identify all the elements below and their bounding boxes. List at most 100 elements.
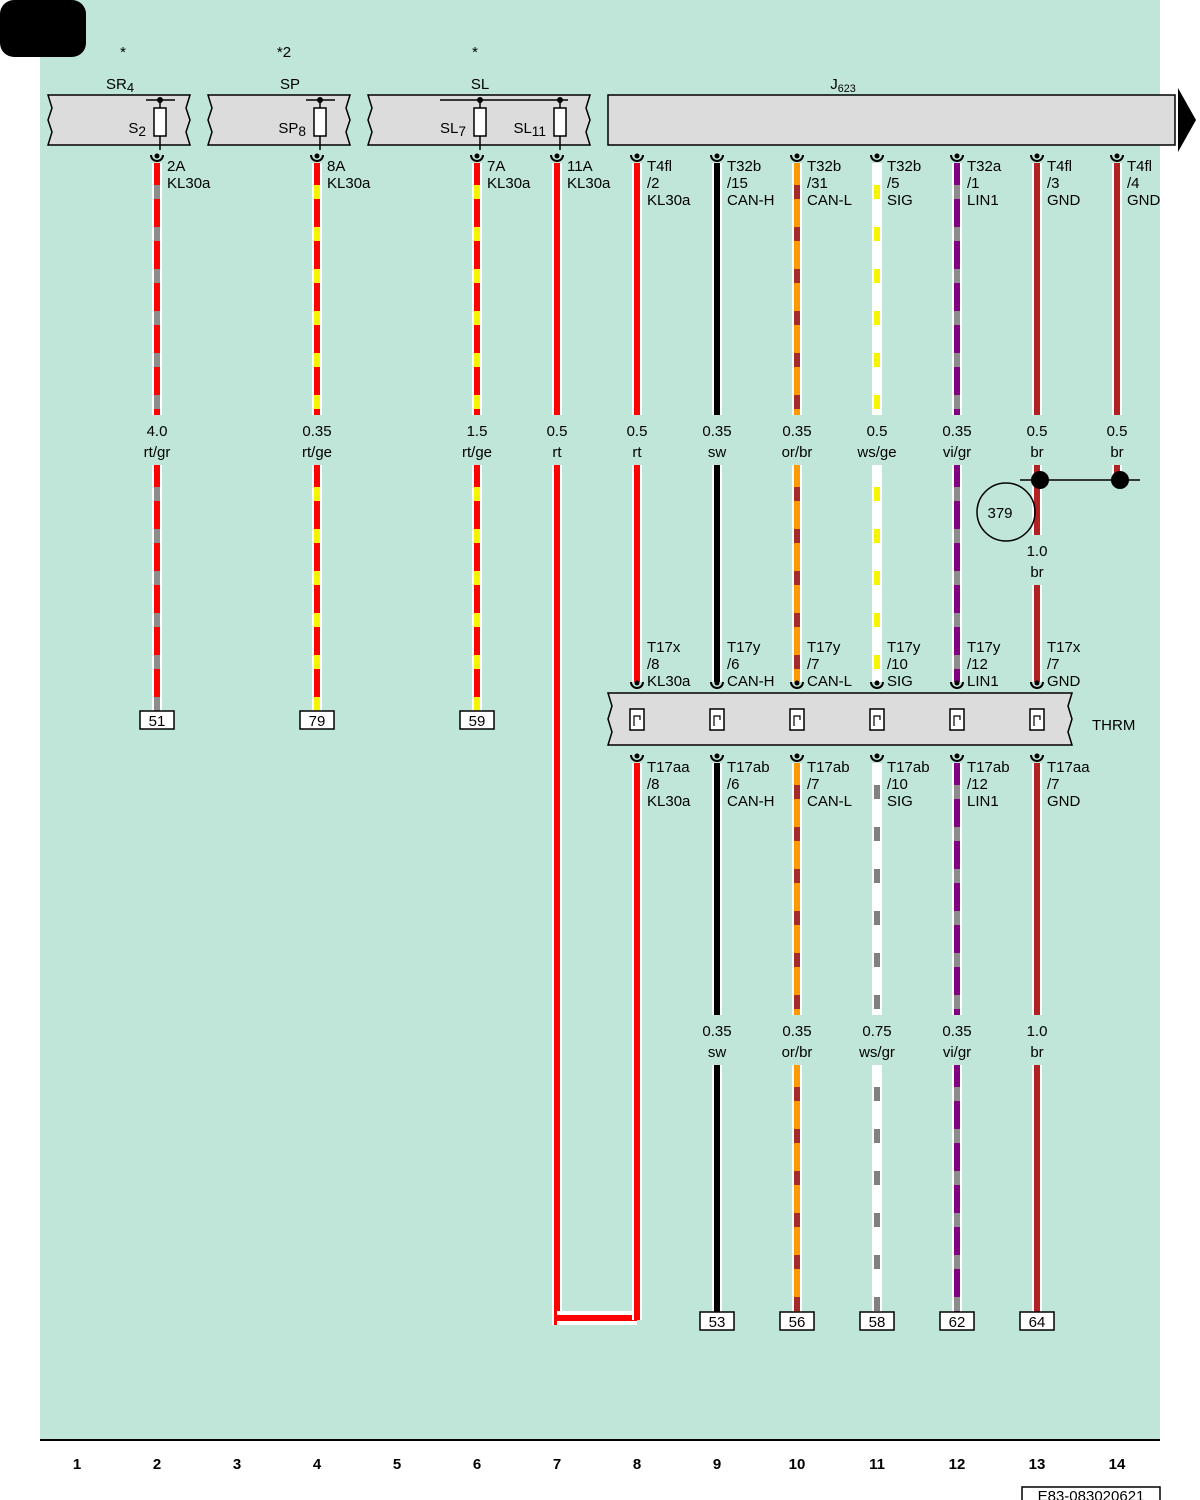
fuse <box>153 107 167 137</box>
fuse-label-name: SL <box>440 120 458 137</box>
connector-pin-mark <box>633 715 641 726</box>
pin-dot <box>954 153 960 159</box>
pin-label: T32b <box>807 158 841 175</box>
wire-color: rt/ge <box>302 444 332 461</box>
pin-contact <box>710 754 724 762</box>
pin-label: /6 <box>727 776 740 793</box>
wire-color: sw <box>708 444 727 461</box>
drawing-number: E83-083020621 <box>1038 1488 1145 1500</box>
connector-pin-mark <box>793 715 801 726</box>
wire-color: ws/gr <box>858 1044 895 1061</box>
splice-dot <box>1111 471 1129 489</box>
pin-contact <box>470 154 484 162</box>
wire-color: or/br <box>782 444 813 461</box>
column-number: 5 <box>393 1456 401 1473</box>
pin-dot <box>794 153 800 159</box>
component-note: * <box>472 44 478 61</box>
fuse-label-index: 8 <box>298 124 306 139</box>
connector-pin <box>949 708 965 731</box>
fuse-label: SL11 <box>513 120 546 139</box>
wire-size: 0.75 <box>862 1023 891 1040</box>
component-label: SP <box>280 76 300 93</box>
pin-label: /7 <box>807 656 820 673</box>
pin-label: /15 <box>727 175 748 192</box>
pin-label: CAN-L <box>807 673 852 690</box>
pin-label: T17aa <box>647 759 690 776</box>
connector-pin-mark <box>873 715 881 726</box>
pin-dot <box>794 680 800 686</box>
pin-label: /6 <box>727 656 740 673</box>
pin-label: T32b <box>727 158 761 175</box>
pin-label: 7A <box>487 158 505 175</box>
pin-label: GND <box>1047 673 1081 690</box>
wire-size: 4.0 <box>147 423 168 440</box>
wire-color: vi/gr <box>943 1044 971 1061</box>
wire-size: 0.35 <box>702 423 731 440</box>
pin-contact <box>870 681 884 689</box>
pin-dot <box>474 153 480 159</box>
component-box <box>46 94 192 146</box>
wire-color: rt <box>552 444 562 461</box>
fuse-label-index: 7 <box>458 124 466 139</box>
pin-dot <box>634 753 640 759</box>
column-number: 13 <box>1029 1456 1046 1473</box>
pin-label: CAN-L <box>807 192 852 209</box>
wire-color: br <box>1110 444 1123 461</box>
component-label-index: 623 <box>838 83 856 95</box>
component-label: SR4 <box>106 76 134 95</box>
ground-point-symbol <box>976 482 1036 542</box>
wire-size: 0.35 <box>942 1023 971 1040</box>
pin-label: /1 <box>967 175 980 192</box>
wire-color: rt/gr <box>144 444 171 461</box>
pin-label: T17ab <box>807 759 850 776</box>
pin-label: T17y <box>967 639 1001 656</box>
terminal-label: 51 <box>149 713 166 730</box>
connector-pin <box>1029 708 1045 731</box>
pin-dot <box>874 153 880 159</box>
terminal-box <box>779 1311 815 1331</box>
pin-dot <box>794 753 800 759</box>
wire-size: 0.5 <box>627 423 648 440</box>
ground-point-label: 379 <box>987 505 1012 522</box>
pin-dot <box>954 753 960 759</box>
pin-contact <box>1030 754 1044 762</box>
terminal-box <box>299 710 335 730</box>
pin-dot <box>554 153 560 159</box>
terminal-box <box>459 710 495 730</box>
pin-contact <box>950 754 964 762</box>
wire-color: rt/ge <box>462 444 492 461</box>
pin-label: KL30a <box>647 793 691 810</box>
terminal-box <box>859 1311 895 1331</box>
pin-label: T17x <box>1047 639 1081 656</box>
pin-label: /31 <box>807 175 828 192</box>
drawing-number-box <box>1021 1486 1161 1500</box>
pin-label: T32a <box>967 158 1002 175</box>
wire-size: 1.0 <box>1027 1023 1048 1040</box>
pin-contact <box>710 681 724 689</box>
column-number: 3 <box>233 1456 241 1473</box>
pin-label: CAN-H <box>727 192 775 209</box>
pin-label: KL30a <box>167 175 211 192</box>
pin-contact <box>1110 154 1124 162</box>
column-number: 8 <box>633 1456 641 1473</box>
pin-contact <box>1030 154 1044 162</box>
pin-label: KL30a <box>647 673 691 690</box>
pin-dot <box>634 680 640 686</box>
pin-contact <box>630 154 644 162</box>
fuse-label-name: SL <box>513 120 531 137</box>
terminal-box <box>139 710 175 730</box>
pin-label: /8 <box>647 776 660 793</box>
fuse <box>313 107 327 137</box>
pin-label: /7 <box>807 776 820 793</box>
pin-contact <box>870 154 884 162</box>
pin-label: /7 <box>1047 656 1060 673</box>
pin-label: T4fl <box>647 158 672 175</box>
pin-dot <box>714 153 720 159</box>
fuse <box>553 107 567 137</box>
splice-dot <box>1031 471 1049 489</box>
pin-label: KL30a <box>487 175 531 192</box>
pin-contact <box>790 681 804 689</box>
component-label-name: J <box>830 76 838 93</box>
pin-dot <box>634 153 640 159</box>
column-number: 2 <box>153 1456 161 1473</box>
